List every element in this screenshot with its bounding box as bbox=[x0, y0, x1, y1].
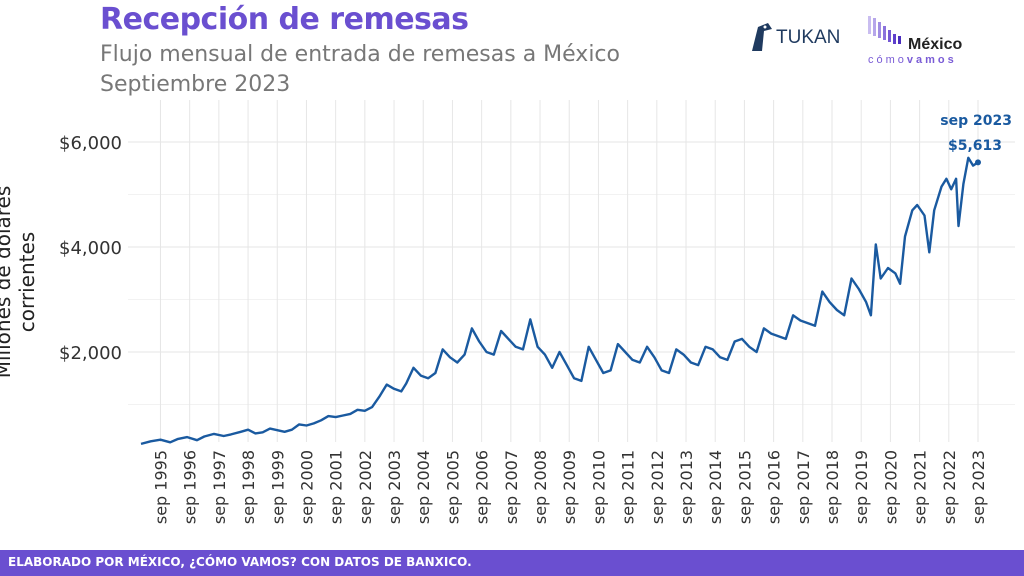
x-tick-labels: sep 1995 sep 1996 sep 1997 sep 1998 sep 1999… bbox=[151, 450, 988, 524]
x-tick-label: sep 2016 bbox=[765, 450, 784, 524]
x-tick-label: sep 2019 bbox=[852, 450, 871, 524]
y-tick-label: $4,000 bbox=[59, 238, 122, 259]
x-tick-label: sep 2010 bbox=[589, 450, 608, 524]
x-tick-label: sep 2008 bbox=[531, 450, 550, 524]
subtitle-line-1: Flujo mensual de entrada de remesas a Mé… bbox=[100, 42, 620, 67]
x-tick-label: sep 1996 bbox=[181, 450, 200, 524]
chart-title: Recepción de remesas bbox=[100, 2, 469, 37]
remittances-line-chart: $2,000$4,000$6,000 sep 1995 sep 1996 sep 1… bbox=[59, 100, 1015, 524]
x-tick-label: sep 2015 bbox=[735, 450, 754, 524]
x-tick-label: sep 2001 bbox=[327, 450, 346, 524]
x-tick-label: sep 2003 bbox=[385, 450, 404, 524]
x-tick-label: sep 2002 bbox=[356, 450, 375, 524]
end-point-marker bbox=[975, 159, 981, 166]
mexico-logo-sub-bold: vamos bbox=[906, 54, 957, 66]
x-tick-label: sep 2017 bbox=[794, 450, 813, 524]
subtitle-line-2: Septiembre 2023 bbox=[100, 72, 291, 97]
x-tick-label: sep 2009 bbox=[560, 450, 579, 524]
mexico-logo-subtitle: cómovamos bbox=[868, 54, 957, 66]
mexico-logo-sub-light: cómo bbox=[868, 54, 907, 66]
x-tick-label: sep 2005 bbox=[443, 450, 462, 524]
x-tick-label: sep 2004 bbox=[414, 450, 433, 524]
annotation-date-label: sep 2023 bbox=[940, 113, 1012, 129]
mexico-logo-word: México bbox=[908, 36, 963, 53]
tukan-bird-icon bbox=[752, 23, 772, 51]
chart-subtitle: Flujo mensual de entrada de remesas a Mé… bbox=[100, 40, 620, 100]
x-tick-label: sep 1999 bbox=[268, 450, 287, 524]
annotation-value-label: $5,613 bbox=[948, 138, 1002, 154]
tukan-logo-text: TUKAN bbox=[776, 27, 841, 48]
series-line bbox=[140, 156, 979, 446]
x-tick-label: sep 2021 bbox=[911, 450, 930, 524]
x-tick-label: sep 2000 bbox=[297, 450, 316, 524]
y-tick-label: $2,000 bbox=[59, 343, 122, 364]
x-tick-label: sep 2007 bbox=[502, 450, 521, 524]
x-tick-label: sep 2018 bbox=[823, 450, 842, 524]
x-tick-label: sep 2014 bbox=[706, 450, 725, 524]
x-tick-label: sep 2006 bbox=[473, 450, 492, 524]
x-tick-label: sep 2022 bbox=[940, 450, 959, 524]
footer-text: ELABORADO POR MÉXICO, ¿CÓMO VAMOS? CON D… bbox=[8, 555, 472, 569]
x-tick-label: sep 2013 bbox=[677, 450, 696, 524]
x-tick-label: sep 2012 bbox=[648, 450, 667, 524]
mexico-como-vamos-logo: México cómovamos bbox=[866, 14, 986, 70]
x-tick-label: sep 1998 bbox=[239, 450, 258, 524]
x-tick-label: sep 2020 bbox=[881, 450, 900, 524]
footer-bar: ELABORADO POR MÉXICO, ¿CÓMO VAMOS? CON D… bbox=[0, 550, 1024, 576]
y-tick-label: $6,000 bbox=[59, 133, 122, 154]
x-tick-label: sep 1997 bbox=[210, 450, 229, 524]
x-tick-label: sep 1995 bbox=[151, 450, 170, 524]
x-tick-label: sep 2011 bbox=[619, 450, 638, 524]
y-tick-labels: $2,000 $4,000 $6,000 bbox=[59, 133, 122, 364]
mexico-bars-icon bbox=[868, 16, 901, 44]
x-tick-label: sep 2023 bbox=[969, 450, 988, 524]
chart-grid bbox=[128, 100, 1015, 442]
tukan-logo: TUKAN bbox=[748, 18, 840, 58]
